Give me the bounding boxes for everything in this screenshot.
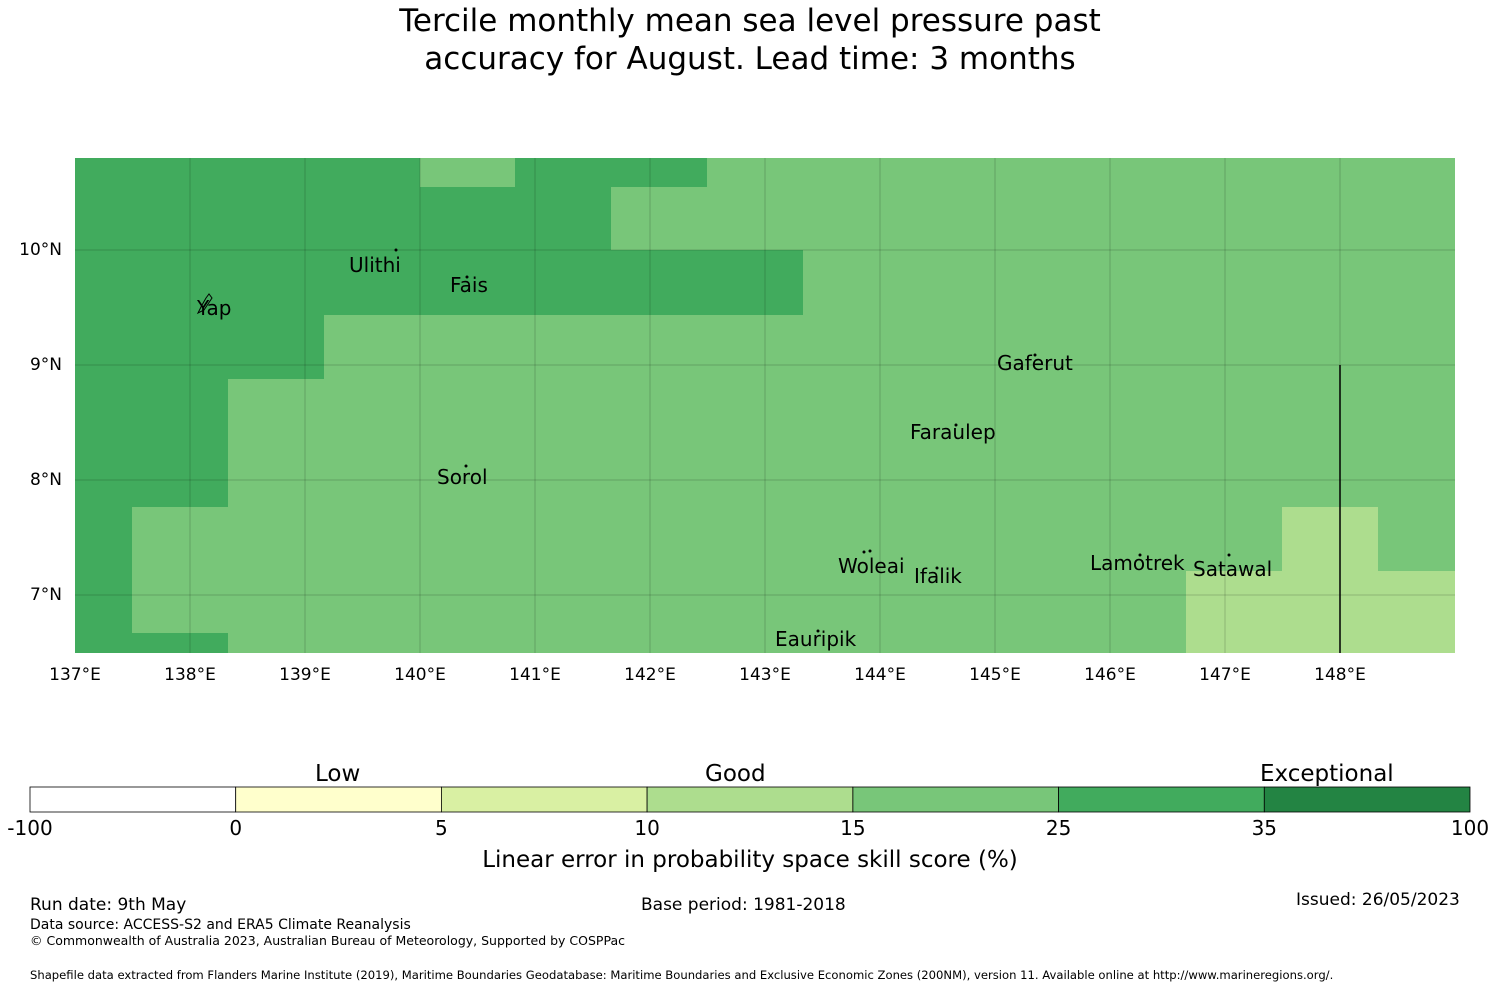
skill-cell <box>1282 507 1378 571</box>
lamotrek-island <box>1138 553 1142 557</box>
colorbar <box>29 786 1471 813</box>
colorbar-tick-neg100: -100 <box>7 816 53 840</box>
fais-island <box>465 275 469 279</box>
chart-title: Tercile monthly mean sea level pressure … <box>0 2 1500 78</box>
lon-label-146: 146°E <box>1084 665 1136 685</box>
skill-cell <box>75 315 324 379</box>
lon-label-138: 138°E <box>164 665 216 685</box>
shapefile-credit: Shapefile data extracted from Flanders M… <box>30 968 1334 982</box>
place-label-satawal: Satawal <box>1193 557 1273 581</box>
lon-label-140: 140°E <box>394 665 446 685</box>
category-label-low: Low <box>315 761 361 787</box>
colorbar-tick-15: 15 <box>840 816 866 840</box>
colorbar-tick-35: 35 <box>1251 816 1278 840</box>
lon-label-142: 142°E <box>624 665 676 685</box>
island-marks <box>196 248 1231 633</box>
colorbar-tick-10: 10 <box>634 816 660 840</box>
ulithi-island <box>394 248 398 252</box>
category-label-exceptional: Exceptional <box>1260 761 1394 787</box>
sorol-island <box>464 464 468 468</box>
skill-region-25-35 <box>75 158 803 653</box>
skill-cell <box>75 250 803 315</box>
colorbar-tick-100: 100 <box>1450 816 1490 840</box>
woleai-island-a <box>862 550 866 554</box>
place-label-gaferut: Gaferut <box>997 351 1073 375</box>
lon-label-144: 144°E <box>854 665 906 685</box>
colorbar-segment-10-15 <box>646 786 854 813</box>
eauripik-island <box>816 629 820 633</box>
skill-cell <box>75 507 132 633</box>
yap-island <box>196 293 213 315</box>
ifalik-island <box>935 566 939 570</box>
place-label-fais: Fais <box>450 273 488 297</box>
gaferut-island <box>1033 353 1037 357</box>
colorbar-segment-5-10 <box>440 786 648 813</box>
place-label-eauripik: Eauripik <box>775 627 857 651</box>
category-label-good: Good <box>705 761 766 787</box>
skill-region-10-15 <box>1186 507 1455 653</box>
gridlines <box>75 158 1455 653</box>
lat-label-8: 8°N <box>29 470 62 490</box>
copyright: © Commonwealth of Australia 2023, Austra… <box>30 933 625 948</box>
place-label-ulithi: Ulithi <box>349 253 401 277</box>
lon-label-137: 137°E <box>49 665 101 685</box>
data-source: Data source: ACCESS-S2 and ERA5 Climate … <box>30 917 411 933</box>
place-label-sorol: Sorol <box>437 465 488 489</box>
lon-label-145: 145°E <box>969 665 1021 685</box>
place-label-ifalik: Ifalik <box>914 564 962 588</box>
skill-cell <box>75 158 420 250</box>
colorbar-segment-0-5 <box>235 786 442 813</box>
lat-label-7: 7°N <box>29 585 62 605</box>
colorbar-segment-25-35 <box>1058 786 1265 813</box>
lon-label-147: 147°E <box>1199 665 1251 685</box>
place-label-woleai: Woleai <box>838 554 905 578</box>
colorbar-segment-35-100 <box>1263 786 1471 813</box>
colorbar-segment-15-25 <box>852 786 1060 813</box>
lon-label-139: 139°E <box>279 665 331 685</box>
skill-cell <box>515 187 611 250</box>
lon-label-148: 148°E <box>1314 665 1366 685</box>
colorbar-tick-25: 25 <box>1045 816 1072 840</box>
skill-cell <box>515 158 707 187</box>
issued-date: Issued: 26/05/2023 <box>1296 890 1460 910</box>
place-label-lamotrek: Lamotrek <box>1090 551 1185 575</box>
skill-cell <box>1186 571 1455 653</box>
skill-cell <box>75 379 228 507</box>
faraulep-island <box>954 423 958 427</box>
lat-label-10: 10°N <box>19 240 62 260</box>
colorbar-tick-0: 0 <box>229 816 243 840</box>
woleai-island-b <box>868 549 872 553</box>
colorbar-segment-neg100-0 <box>29 786 237 813</box>
place-label-faraulep: Faraulep <box>910 420 996 444</box>
colorbar-title: Linear error in probability space skill … <box>482 847 1018 873</box>
title-line-1: Tercile monthly mean sea level pressure … <box>399 3 1101 39</box>
skill-cell <box>75 633 228 653</box>
lon-label-143: 143°E <box>739 665 791 685</box>
title-line-2: accuracy for August. Lead time: 3 months <box>424 41 1076 77</box>
lon-label-141: 141°E <box>509 665 561 685</box>
colorbar-tick-5: 5 <box>435 816 448 840</box>
run-date: Run date: 9th May <box>30 895 187 915</box>
satawal-island <box>1227 553 1231 557</box>
lat-label-9: 9°N <box>29 355 62 375</box>
base-period: Base period: 1981-2018 <box>641 895 846 915</box>
skill-cell <box>420 187 515 250</box>
place-label-yap: Yap <box>197 296 232 320</box>
